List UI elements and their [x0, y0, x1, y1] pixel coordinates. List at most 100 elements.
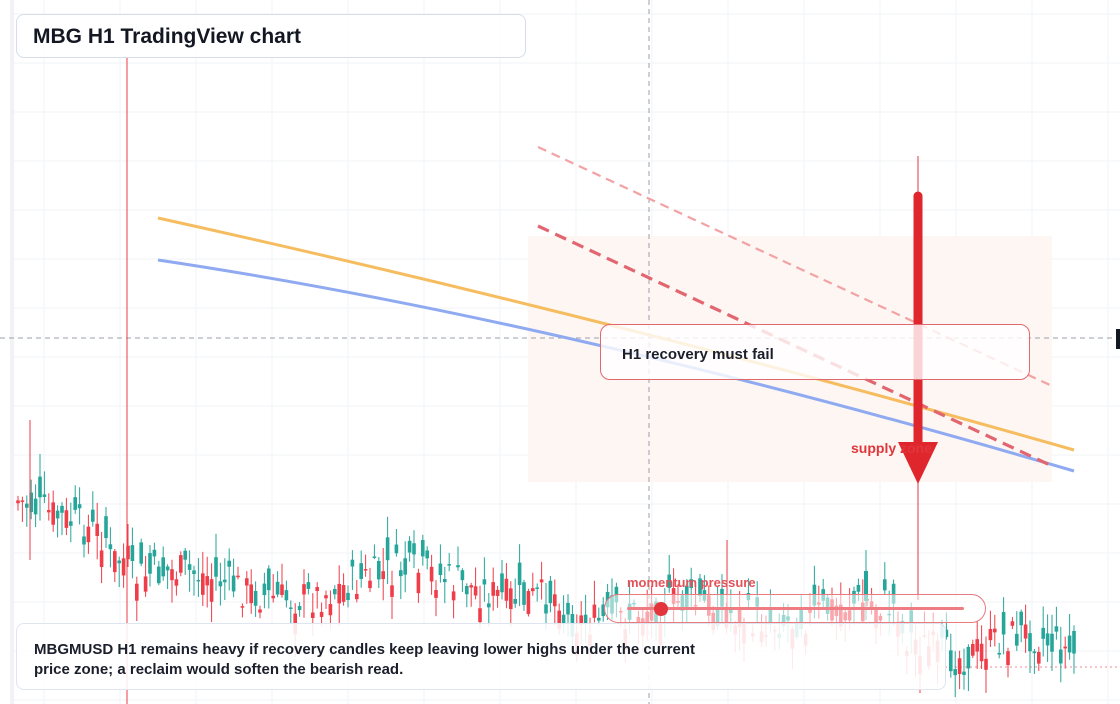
candle-body [341, 585, 346, 602]
candle-body [385, 537, 390, 561]
candle-body [205, 576, 209, 586]
candle-body [561, 614, 566, 625]
candle-body [289, 607, 293, 609]
candle-body [51, 502, 55, 525]
candle-body [966, 646, 971, 669]
candle-body [117, 560, 121, 564]
candle-body [1023, 624, 1028, 639]
candle-body [601, 604, 605, 616]
candle-body [183, 550, 187, 560]
candle-body [399, 570, 403, 577]
analysis-note: MBGMUSD H1 remains heavy if recovery can… [16, 623, 946, 690]
candle-body [319, 611, 324, 617]
candle-body [346, 592, 350, 601]
candle-body [1010, 621, 1015, 626]
candle-body [328, 604, 333, 616]
candle-body [311, 612, 315, 619]
candle-body [975, 639, 979, 652]
candle-body [16, 500, 20, 504]
candle-body [390, 585, 394, 597]
candle-body [315, 587, 319, 591]
candle-body [130, 545, 135, 562]
momentum-slider[interactable] [604, 594, 986, 623]
candle-body [473, 586, 478, 596]
blue-moving-average [157, 258, 1075, 473]
candle-body [170, 569, 174, 581]
candle-body [95, 523, 99, 537]
candle-body [126, 545, 130, 560]
candle-body [1045, 633, 1050, 646]
candle-body [425, 550, 429, 559]
candle-body [962, 671, 966, 675]
candle-body [447, 564, 451, 566]
candle-body [1001, 612, 1006, 635]
momentum-track [627, 607, 964, 610]
arrow-down-icon [898, 442, 938, 484]
candle-body [355, 593, 359, 600]
candle-body [535, 587, 539, 589]
candle-body [99, 550, 104, 568]
candle-body [363, 569, 368, 571]
candle-body [891, 583, 896, 604]
candle-body [544, 604, 548, 614]
candle-body [997, 652, 1001, 655]
candle-body [988, 629, 993, 641]
axis-marker [1116, 329, 1120, 349]
candle-body [412, 543, 416, 555]
candle-body [1015, 633, 1019, 646]
candle-body [165, 566, 170, 571]
candle-body [245, 578, 249, 586]
candle-body [64, 510, 69, 528]
candle-body [231, 575, 236, 592]
candle-body [1059, 649, 1063, 664]
candle-body [139, 542, 143, 564]
candle-body [394, 544, 399, 554]
candle-body [495, 589, 500, 596]
candle-body [201, 573, 205, 595]
candle-body [592, 604, 597, 618]
slider-knob-icon[interactable] [653, 602, 668, 616]
candle-body [275, 581, 280, 595]
candle-body [539, 579, 544, 583]
candle-body [522, 582, 526, 605]
candle-body [1063, 646, 1067, 649]
candle-body [368, 580, 372, 589]
candle-body [302, 584, 306, 595]
candle-body [135, 583, 139, 601]
candle-body [174, 579, 179, 586]
candle-body [280, 584, 284, 595]
candle-body [271, 595, 275, 599]
chart-title: MBG H1 TradingView chart [33, 25, 302, 48]
candle-body [667, 574, 671, 588]
candle-body [187, 564, 192, 570]
callout-text: H1 recovery must fail [622, 346, 774, 363]
candle-body [253, 590, 258, 606]
candle-body [403, 558, 407, 575]
candle-body [984, 658, 988, 670]
candle-body [297, 606, 302, 611]
recovery-callout[interactable]: H1 recovery must fail [600, 324, 1030, 380]
candle-body [60, 505, 64, 513]
candle-body [55, 510, 60, 519]
candle-body [284, 590, 289, 601]
candle-body [1050, 633, 1054, 652]
candle-body [1028, 633, 1032, 652]
candle-body [179, 555, 183, 573]
candle-body [451, 591, 456, 601]
candle-body [1054, 626, 1059, 632]
candle-body [509, 588, 513, 610]
candle-body [482, 579, 487, 585]
candle-body [337, 583, 341, 604]
candle-body [698, 578, 702, 596]
candle-body [429, 566, 434, 582]
candle-body [223, 579, 227, 583]
candle-body [465, 585, 469, 595]
candle-body [38, 476, 42, 498]
candle-body [949, 650, 953, 672]
candle-body [548, 580, 553, 604]
candle-body [29, 492, 33, 513]
candle-body [1072, 630, 1076, 654]
candle-body [86, 526, 91, 543]
candle-body [526, 591, 531, 614]
candle-body [196, 579, 201, 582]
